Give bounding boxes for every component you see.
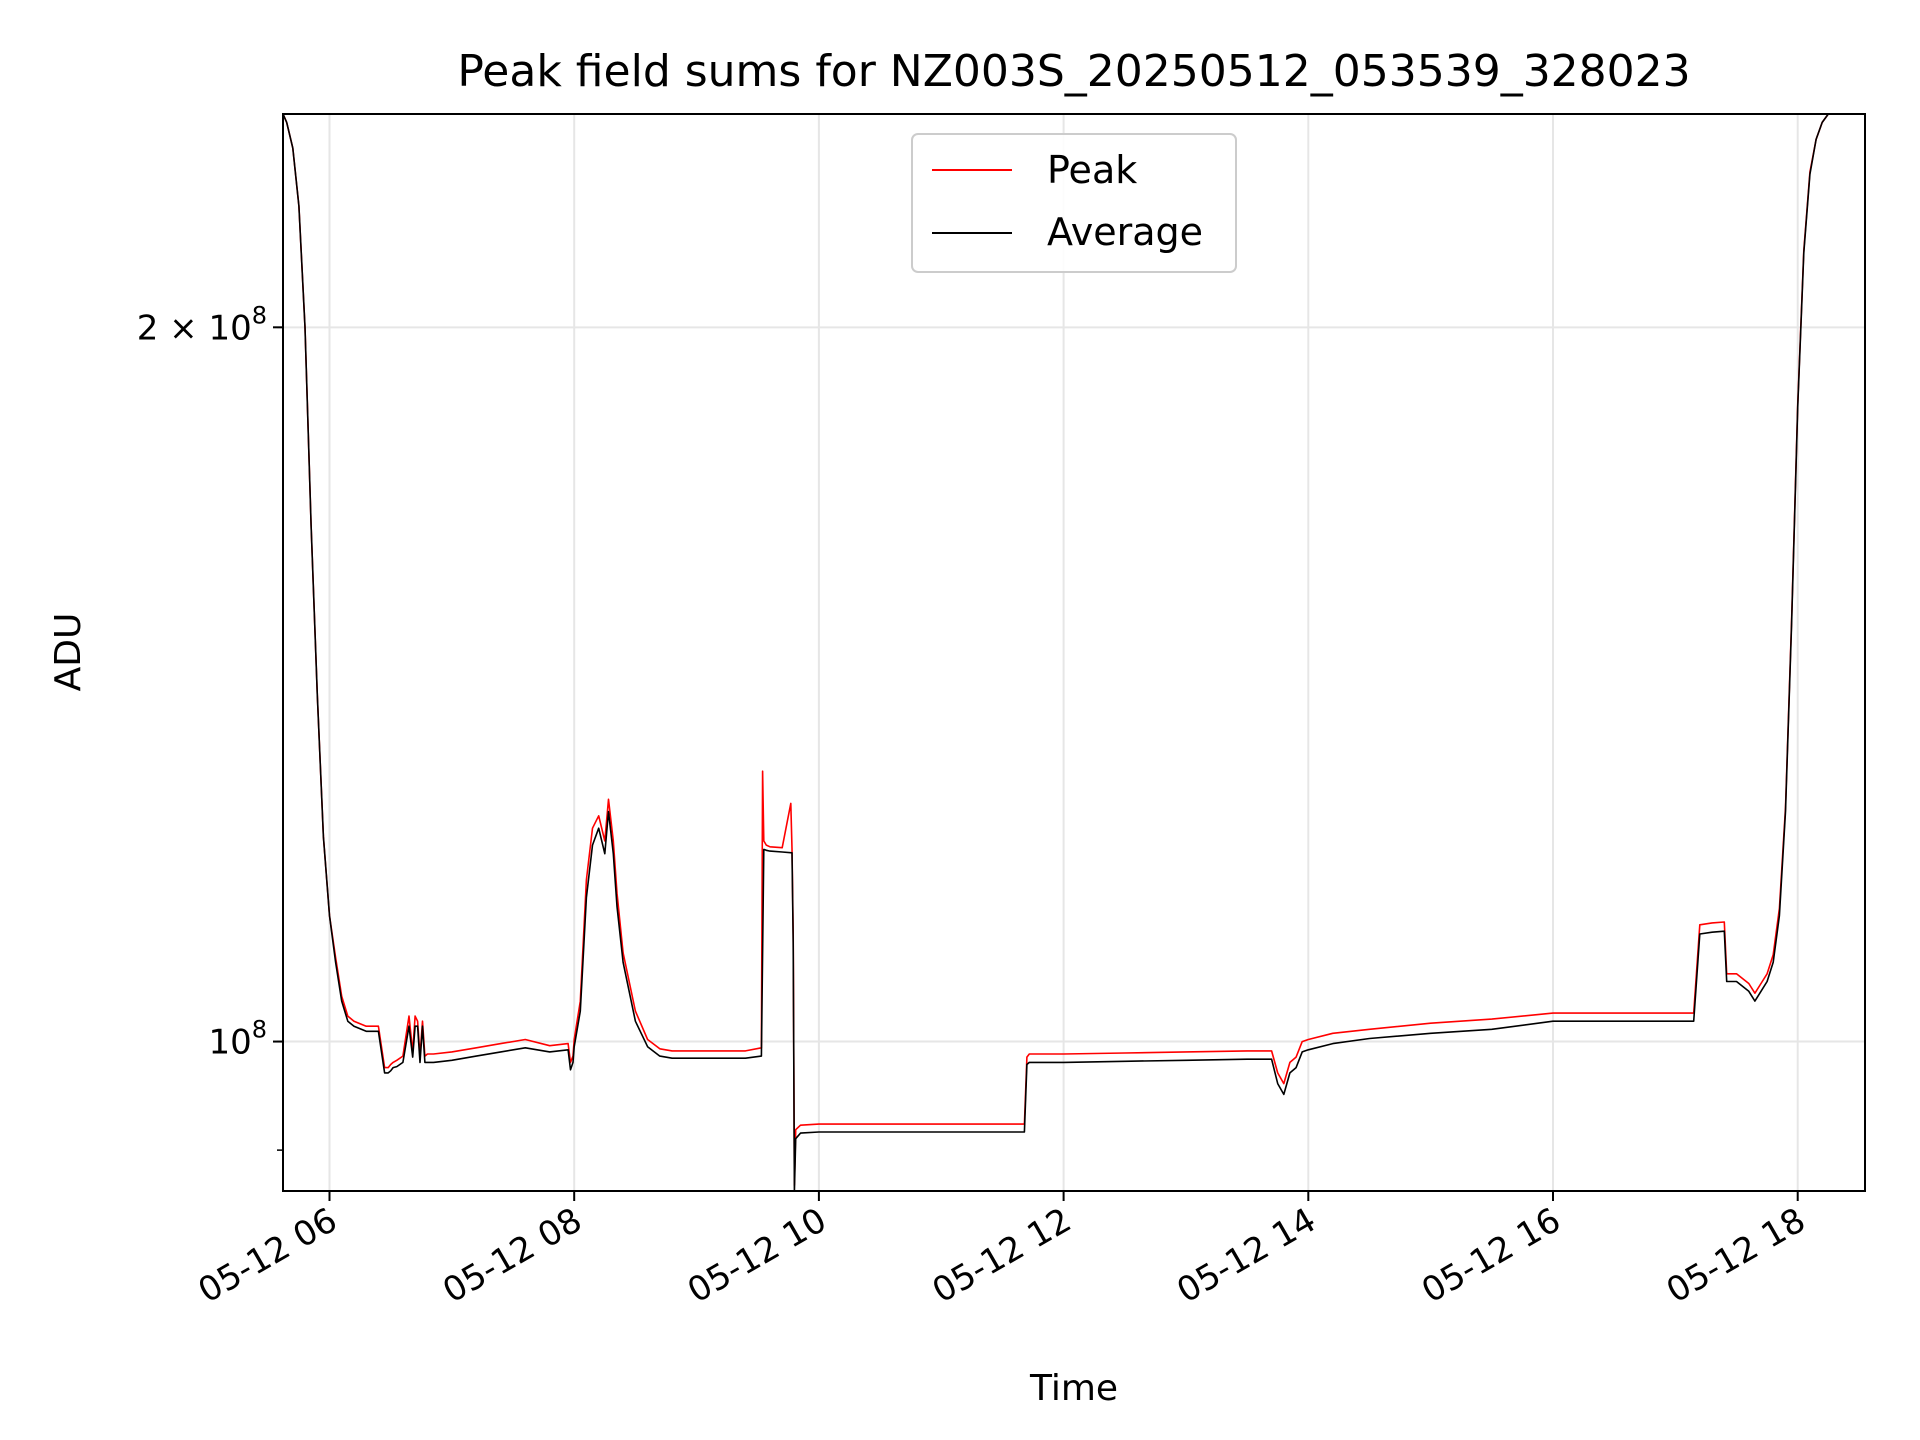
- x-axis-label: Time: [1029, 1368, 1118, 1409]
- chart-title: Peak field sums for NZ003S_20250512_0535…: [457, 46, 1690, 97]
- legend-box: [911, 133, 1237, 273]
- series-layer: [282, 113, 1865, 1192]
- legend: Peak Average: [911, 133, 1237, 273]
- y-tick-label: 108: [208, 1016, 267, 1063]
- plot-frame: [282, 113, 1866, 1192]
- y-axis-ticks: 108 2 × 108: [137, 301, 283, 1151]
- series-line-peak: [282, 113, 1865, 1186]
- y-tick-label: 2 × 108: [137, 301, 267, 348]
- y-axis-label: ADU: [48, 613, 89, 692]
- series-line-average: [282, 113, 1865, 1192]
- legend-peak-label: Peak: [1047, 148, 1137, 192]
- legend-average-label: Average: [1047, 210, 1203, 254]
- grid-lines: [283, 114, 1865, 1191]
